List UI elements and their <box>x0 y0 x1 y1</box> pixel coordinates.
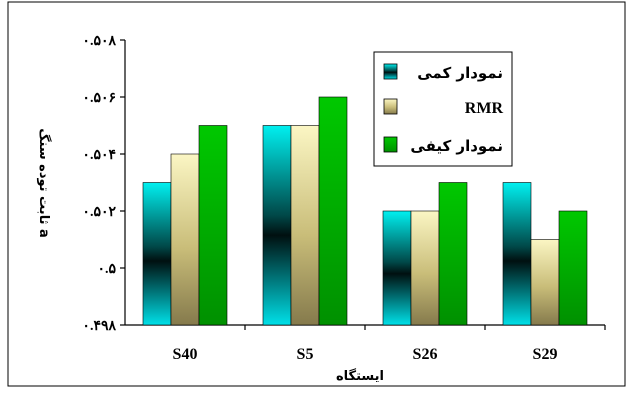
chart-outer-frame <box>7 1 626 387</box>
bar-s26-series-2 <box>410 210 440 326</box>
legend-swatch <box>383 63 398 80</box>
x-tick-label: S40 <box>173 346 198 363</box>
legend: نمودار کمی RMR نمودار کیفی <box>373 51 513 167</box>
bar-s29-series-3 <box>558 210 588 326</box>
y-tick-label: ۰.۵۰۸ <box>82 34 116 49</box>
y-tick-label: ۰.۵۰۲ <box>82 205 116 220</box>
legend-swatch <box>383 136 398 153</box>
legend-swatch <box>383 98 398 115</box>
bar-s5-series-1 <box>262 125 292 326</box>
x-tick-label: S5 <box>297 346 314 363</box>
x-axis-label: ایستگاه <box>336 368 384 384</box>
y-axis-label: ثابت توده سنگ a <box>36 128 52 238</box>
x-tick-label: S26 <box>413 346 438 363</box>
legend-label: RMR <box>465 100 504 117</box>
bars <box>142 96 588 326</box>
y-tick-label: ۰.۴۹۸ <box>82 319 116 334</box>
bar-s40-series-1 <box>142 182 172 326</box>
bar-s40-series-2 <box>170 153 200 326</box>
bar-s26-series-3 <box>438 182 468 326</box>
x-tick-label: S29 <box>533 346 558 363</box>
legend-label: نمودار کیفی <box>410 137 503 155</box>
y-tick-label: ۰.۵۰۴ <box>82 148 116 163</box>
bar-s29-series-1 <box>502 182 532 326</box>
bar-s5-series-2 <box>290 125 320 326</box>
bar-s29-series-2 <box>530 239 560 326</box>
bar-s40-series-3 <box>198 125 228 326</box>
bar-s26-series-1 <box>382 210 412 326</box>
legend-label: نمودار کمی <box>417 64 503 82</box>
y-tick-label: ۰.۵۰۶ <box>82 91 116 106</box>
bar-s5-series-3 <box>318 96 348 326</box>
y-axis-ticks: ۰.۴۹۸ ۰.۵ ۰.۵۰۲ ۰.۵۰۴ ۰.۵۰۶ ۰.۵۰۸ <box>82 34 125 334</box>
x-axis-ticks: S40 S5 S26 S29 <box>173 325 606 363</box>
y-tick-label: ۰.۵ <box>97 262 116 277</box>
